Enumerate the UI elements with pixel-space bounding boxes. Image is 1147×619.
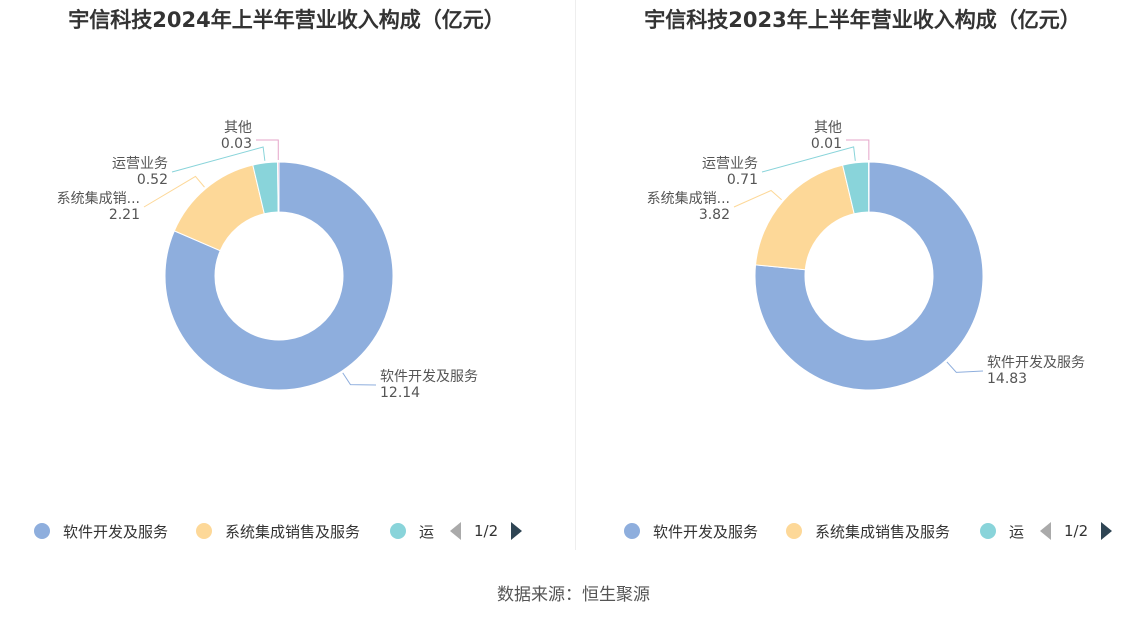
chart-panel-2023: 宇信科技2023年上半年营业收入构成（亿元） 软件开发及服务 14.83 系统集成销… — [576, 0, 1147, 560]
legend-marker — [390, 523, 406, 539]
slice-value-label: 3.82 — [699, 207, 730, 223]
legend-label: 软件开发及服务 — [63, 522, 169, 541]
leader-line — [143, 175, 205, 208]
slice-3[interactable] — [277, 161, 280, 213]
slice-label: 系统集成销... — [647, 190, 730, 207]
slice-1[interactable] — [755, 164, 855, 271]
legend-item-system-integration[interactable]: 系统集成销售及服务 — [196, 519, 360, 543]
legend-pager: 1/2 — [1040, 519, 1113, 543]
leader-line — [256, 139, 279, 161]
legend-next-icon[interactable] — [1101, 522, 1113, 540]
legend-prev-icon[interactable] — [450, 522, 461, 540]
legend-prev-icon[interactable] — [1040, 522, 1051, 540]
legend-marker — [196, 523, 212, 539]
legend-item-system-integration[interactable]: 系统集成销售及服务 — [786, 519, 950, 543]
legend-item-software[interactable]: 软件开发及服务 — [624, 519, 758, 543]
slice-label: 系统集成销... — [57, 190, 140, 207]
leader-line — [171, 146, 266, 173]
legend-next-icon[interactable] — [511, 522, 523, 540]
legend-marker — [624, 523, 640, 539]
slice-label: 运营业务 — [112, 156, 168, 172]
legend-pager: 1/2 — [450, 519, 523, 543]
slice-label: 软件开发及服务 — [987, 355, 1085, 371]
slice-value-label: 0.01 — [811, 136, 842, 152]
legend-label: 运 — [1009, 522, 1025, 541]
legend-marker — [34, 523, 50, 539]
leader-line — [946, 361, 984, 373]
slice-value-label: 14.83 — [987, 371, 1027, 387]
chart-title: 宇信科技2023年上半年营业收入构成（亿元） — [644, 8, 1081, 32]
slice-value-label: 0.71 — [727, 172, 758, 188]
slice-value-label: 12.14 — [380, 385, 420, 401]
leader-line — [342, 372, 377, 386]
slice-0[interactable] — [164, 161, 394, 391]
legend-label: 系统集成销售及服务 — [225, 522, 361, 541]
panel-divider — [575, 0, 576, 550]
legend: 软件开发及服务 系统集成销售及服务 运 1/2 — [0, 519, 573, 543]
legend-item-software[interactable]: 软件开发及服务 — [34, 519, 168, 543]
chart-title: 宇信科技2024年上半年营业收入构成（亿元） — [68, 8, 505, 32]
slice-label: 其他 — [814, 120, 842, 136]
legend-label: 运 — [419, 522, 435, 541]
legend-marker — [786, 523, 802, 539]
data-source: 数据来源：恒生聚源 — [497, 585, 650, 605]
leader-line — [761, 146, 856, 173]
slice-label: 运营业务 — [702, 156, 758, 172]
leader-line — [846, 139, 870, 161]
slice-value-label: 2.21 — [109, 207, 140, 223]
slice-value-label: 0.52 — [137, 172, 168, 188]
legend-item-operations[interactable]: 运 — [390, 519, 434, 543]
legend-label: 系统集成销售及服务 — [815, 522, 951, 541]
slice-label: 其他 — [224, 120, 252, 136]
legend-page-number: 1/2 — [1064, 522, 1089, 540]
leader-line — [733, 189, 782, 208]
slice-label: 软件开发及服务 — [380, 369, 478, 385]
legend: 软件开发及服务 系统集成销售及服务 运 1/2 — [576, 519, 1147, 543]
chart-panel-2024: 宇信科技2024年上半年营业收入构成（亿元） 软件开发及服务 12.14 系统集成销… — [0, 0, 573, 560]
legend-marker — [980, 523, 996, 539]
slice-value-label: 0.03 — [221, 136, 252, 152]
legend-label: 软件开发及服务 — [653, 522, 759, 541]
legend-page-number: 1/2 — [474, 522, 499, 540]
legend-item-operations[interactable]: 运 — [980, 519, 1024, 543]
slice-0[interactable] — [754, 161, 984, 391]
